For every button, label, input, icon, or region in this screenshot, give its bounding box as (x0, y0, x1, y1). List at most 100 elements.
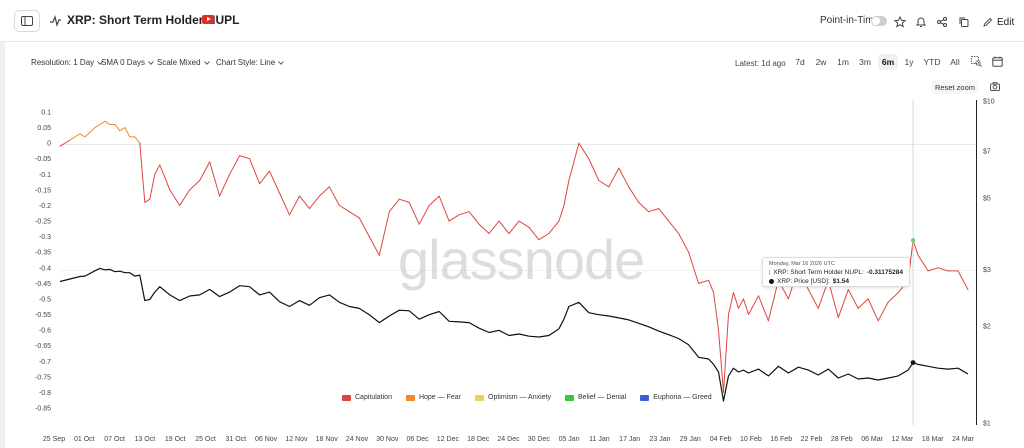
nupl-line-segment (478, 223, 490, 234)
latest-update-label: Latest: 1d ago (735, 59, 786, 68)
nupl-line-segment (867, 298, 879, 322)
nupl-line-segment (348, 211, 360, 219)
sma-dropdown[interactable]: SMA 0 Days (101, 58, 154, 67)
scale-dropdown[interactable]: Scale Mixed (157, 58, 210, 67)
chevron-down-icon (203, 60, 210, 65)
copy-button[interactable] (953, 11, 975, 33)
nupl-line-segment (299, 195, 310, 210)
camera-icon[interactable] (990, 82, 1000, 91)
legend-item[interactable]: Optimism — Anxiety (475, 394, 551, 401)
nupl-line-segment (723, 314, 729, 393)
nupl-line-segment (563, 180, 570, 206)
glassnode-watermark: glassnode (398, 228, 644, 291)
nupl-line-segment (738, 298, 744, 309)
legend-item[interactable]: Belief — Denial (565, 394, 626, 401)
x-axis-ticks: 25 Sep 01 Oct 07 Oct 13 Oct 19 Oct 25 Oct 31 O… (43, 436, 975, 443)
nupl-line-segment (847, 289, 859, 309)
x-tick-label: 30 Dec (528, 436, 551, 443)
range-button-1m[interactable]: 1m (837, 57, 849, 67)
y-left-tick-label: -0.1 (39, 172, 51, 179)
edit-button[interactable]: Edit (977, 11, 1020, 33)
bell-icon (915, 17, 927, 27)
resolution-label: Resolution: 1 Day (31, 58, 95, 67)
copy-icon (959, 17, 969, 27)
nupl-chart[interactable]: glassnode 25 Sep 01 Oct 07 Oct 13 Oct 19 Oct… (0, 95, 1024, 448)
reset-zoom-button[interactable]: Reset zoom (932, 80, 978, 94)
range-button-7d[interactable]: 7d (795, 57, 805, 67)
nupl-line-segment (857, 298, 869, 309)
x-tick-label: 28 Feb (831, 436, 853, 443)
nupl-line-segment (448, 214, 460, 222)
nupl-line-segment (767, 279, 779, 322)
nupl-line-segment (807, 289, 819, 309)
nupl-line-segment (488, 220, 500, 234)
legend-label: Euphoria — Greed (653, 394, 712, 401)
nupl-line-segment (733, 292, 739, 309)
legend-item[interactable]: Hope — Fear (405, 394, 461, 401)
sma-label: SMA 0 Days (101, 58, 146, 67)
nupl-line-segment (169, 189, 181, 206)
nupl-line-segment (713, 292, 719, 331)
alert-button[interactable] (910, 11, 932, 33)
nupl-line-segment (578, 142, 590, 160)
legend-item[interactable]: Capitulation (342, 394, 392, 401)
nupl-line-segment (134, 136, 141, 144)
calendar-icon[interactable] (992, 56, 1003, 67)
range-button-ytd[interactable]: YTD (923, 57, 941, 67)
y-left-tick-label: -0.05 (35, 156, 51, 163)
x-tick-label: 23 Jan (649, 436, 670, 443)
chevron-down-icon (148, 60, 154, 65)
tooltip-price-row: XRP: Price [USD]: $1.54 (769, 278, 903, 285)
range-button-6m[interactable]: 6m (878, 54, 898, 70)
share-button[interactable] (931, 11, 953, 33)
nupl-line-segment (608, 167, 620, 188)
nupl-line-segment (279, 192, 290, 216)
crosshair (910, 100, 916, 425)
tooltip-nupl-value: -0.31175284 (866, 269, 903, 276)
nupl-line-segment (518, 220, 530, 228)
nupl-line-segment (458, 211, 470, 216)
nupl-line-segment (538, 233, 550, 241)
y-left-tick-label: -0.55 (35, 312, 51, 319)
x-tick-label: 19 Oct (165, 436, 186, 443)
nupl-line-segment (219, 173, 231, 197)
y-right-tick-label: $2 (983, 324, 991, 331)
y-right-tick-label: $7 (983, 148, 991, 155)
x-tick-label: 16 Feb (770, 436, 792, 443)
nupl-dot-icon (769, 270, 771, 275)
legend-label: Capitulation (355, 394, 392, 401)
range-button-1y[interactable]: 1y (904, 57, 914, 67)
nupl-line-segment (79, 133, 86, 138)
x-tick-label: 11 Jan (589, 436, 610, 443)
resolution-dropdown[interactable]: Resolution: 1 Day (31, 58, 103, 67)
range-button-all[interactable]: All (950, 57, 960, 67)
legend-swatch (475, 394, 484, 401)
chevron-down-icon (97, 60, 103, 65)
edit-button-label: Edit (997, 16, 1015, 28)
y-left-tick-label: -0.15 (35, 187, 51, 194)
tooltip-nupl-label: XRP: Short Term Holder NUPL: (773, 269, 864, 276)
point-in-time-toggle[interactable] (871, 16, 887, 26)
x-tick-label: 06 Dec (407, 436, 430, 443)
sidebar-toggle-button[interactable] (14, 10, 40, 32)
x-tick-label: 12 Mar (892, 436, 914, 443)
nupl-line-segment (748, 295, 759, 315)
chart-style-label: Chart Style: Line (216, 58, 276, 67)
chart-style-dropdown[interactable]: Chart Style: Line (216, 58, 284, 67)
chevron-down-icon (278, 60, 284, 65)
favorite-button[interactable] (889, 11, 911, 33)
range-button-3m[interactable]: 3m (859, 57, 871, 67)
nupl-line-segment (708, 279, 715, 294)
zoom-select-icon[interactable] (971, 56, 982, 67)
range-button-2w[interactable]: 2w (815, 57, 827, 67)
y-right-tick-label: $10 (983, 99, 995, 106)
share-icon (937, 17, 947, 27)
nupl-line-segment (728, 292, 734, 315)
x-tick-label: 30 Nov (376, 436, 399, 443)
nupl-line-segment (318, 186, 330, 197)
legend-item[interactable]: Euphoria — Greed (640, 394, 712, 401)
x-tick-label: 05 Jan (559, 436, 580, 443)
y-left-tick-label: 0.05 (37, 125, 51, 132)
youtube-icon[interactable] (202, 15, 214, 24)
nupl-line-segment (84, 127, 96, 138)
